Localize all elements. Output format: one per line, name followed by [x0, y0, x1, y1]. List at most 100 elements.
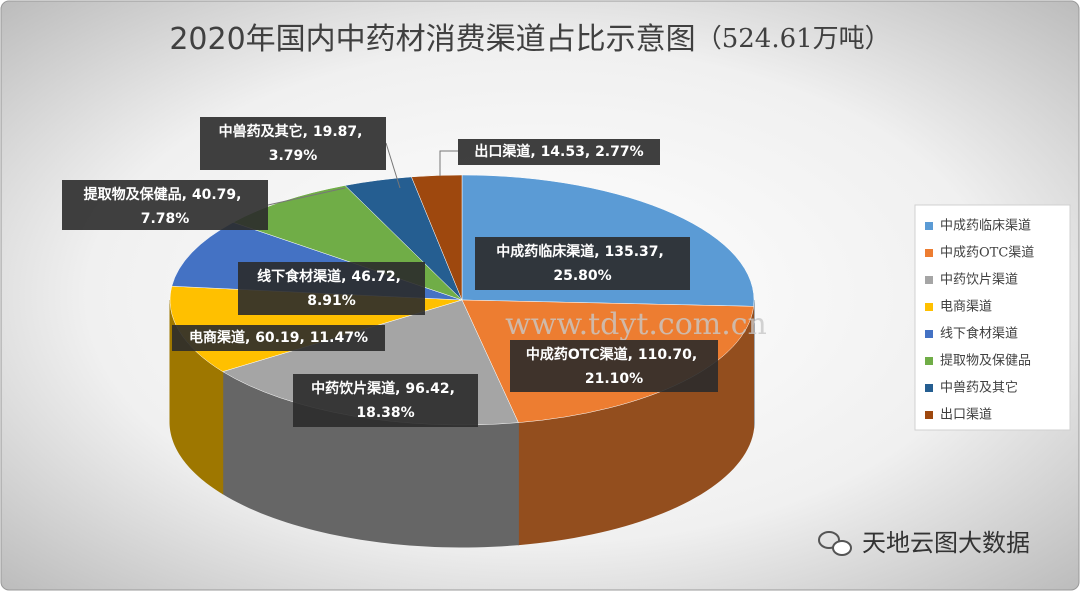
legend: 中成药临床渠道中成药OTC渠道中药饮片渠道电商渠道线下食材渠道提取物及保健品中兽…	[925, 219, 1034, 423]
label-value: 135.37	[604, 244, 658, 260]
legend-swatch	[925, 222, 933, 230]
label-separator: ,	[594, 244, 604, 260]
label-category: 提取物及保健品	[84, 186, 182, 203]
label-category: 中兽药及其它	[219, 123, 303, 140]
label-value: 46.72	[351, 269, 395, 285]
data-label: 中兽药及其它, 19.87, 3.79%	[219, 123, 368, 164]
legend-box	[914, 204, 1071, 431]
data-label-line: 3.79%	[269, 148, 318, 164]
label-separator: ,	[396, 269, 406, 285]
data-label: 中药饮片渠道, 96.42, 18.38%	[311, 380, 460, 421]
label-box	[172, 325, 385, 351]
leader-line	[385, 142, 401, 189]
data-label-line: 中成药OTC渠道, 110.70,	[526, 346, 702, 363]
chart-title-group: 2020年国内中药材消费渠道占比示意图（524.61万吨）	[169, 22, 890, 57]
label-separator: ,	[395, 381, 405, 397]
leader-line	[267, 187, 346, 206]
data-label-line: 提取物及保健品, 40.79,	[84, 186, 247, 203]
data-label-line: 7.78%	[141, 211, 190, 227]
data-label-line: 中成药临床渠道, 135.37,	[496, 243, 668, 260]
label-separator: ,	[659, 244, 669, 260]
label-separator: ,	[585, 144, 595, 160]
legend-swatch	[925, 411, 933, 419]
chart-title: 2020年国内中药材消费渠道占比示意图	[169, 22, 695, 57]
data-label: 电商渠道, 60.19, 11.47%	[189, 329, 368, 346]
label-separator: ,	[450, 381, 460, 397]
label-separator: ,	[236, 187, 246, 203]
label-percent: 8.91%	[307, 293, 356, 309]
legend-label: 提取物及保健品	[940, 353, 1031, 369]
label-category: 出口渠道	[474, 143, 530, 160]
data-label: 线下食材渠道, 46.72, 8.91%	[257, 268, 406, 309]
label-value: 19.87	[313, 124, 357, 140]
legend-label: 中药饮片渠道	[940, 273, 1018, 288]
label-separator: ,	[182, 187, 192, 203]
data-label-line: 电商渠道, 60.19, 11.47%	[189, 329, 368, 346]
chart-subtitle: （524.61万吨）	[696, 24, 891, 54]
label-percent: 3.79%	[269, 148, 318, 164]
data-label-line: 中兽药及其它, 19.87,	[219, 123, 368, 140]
data-labels: 中成药临床渠道, 135.37, 25.80% 中成药OTC渠道, 110.70,…	[62, 117, 718, 427]
legend-swatch	[925, 357, 933, 365]
label-separator: ,	[245, 330, 255, 346]
data-label-line: 18.38%	[356, 405, 414, 421]
label-value: 60.19	[255, 330, 299, 346]
legend-label: 中兽药及其它	[940, 380, 1018, 396]
label-category: 电商渠道	[189, 329, 245, 346]
label-separator: ,	[692, 347, 702, 363]
label-box	[458, 139, 660, 165]
data-label-line: 出口渠道, 14.53, 2.77%	[474, 143, 643, 160]
slice	[411, 174, 463, 301]
label-separator: ,	[530, 144, 540, 160]
source: 天地云图大数据	[862, 529, 1030, 557]
legend-swatch	[925, 303, 933, 311]
label-separator: ,	[303, 124, 313, 140]
label-box	[62, 180, 268, 230]
label-percent: 2.77%	[595, 144, 644, 160]
label-percent: 18.38%	[356, 405, 414, 421]
data-label: 中成药OTC渠道, 110.70, 21.10%	[526, 346, 702, 387]
legend-swatch	[925, 384, 933, 392]
label-box	[293, 374, 478, 427]
data-label: 提取物及保健品, 40.79, 7.78%	[84, 186, 247, 227]
label-value: 14.53	[541, 144, 585, 160]
label-percent: 21.10%	[585, 371, 643, 387]
data-label-line: 8.91%	[307, 293, 356, 309]
wechat-icon	[818, 531, 852, 556]
label-category: 中成药OTC渠道	[526, 346, 628, 363]
data-label-line: 中药饮片渠道, 96.42,	[311, 380, 460, 397]
data-label: 中成药临床渠道, 135.37, 25.80%	[496, 243, 668, 284]
legend-label: 中成药临床渠道	[940, 219, 1031, 234]
legend-swatch	[925, 330, 933, 338]
legend-label: 中成药OTC渠道	[940, 246, 1034, 261]
label-box	[475, 237, 690, 290]
legend-label: 电商渠道	[940, 300, 992, 315]
label-separator: ,	[341, 269, 351, 285]
label-value: 40.79	[192, 187, 236, 203]
data-label-line: 21.10%	[585, 371, 643, 387]
data-label: 出口渠道, 14.53, 2.77%	[474, 143, 643, 160]
label-percent: 11.47%	[310, 330, 368, 346]
label-percent: 25.80%	[553, 268, 611, 284]
legend-swatch	[925, 276, 933, 284]
label-value: 110.70	[638, 347, 692, 363]
legend-label: 线下食材渠道	[940, 326, 1018, 342]
data-label-line: 线下食材渠道, 46.72,	[257, 268, 406, 285]
leader-line	[439, 150, 458, 176]
legend-label: 出口渠道	[940, 408, 992, 423]
label-category: 中成药临床渠道	[496, 243, 594, 260]
label-category: 中药饮片渠道	[311, 380, 395, 397]
label-separator: ,	[357, 124, 367, 140]
data-label-line: 25.80%	[553, 268, 611, 284]
watermark: www.tdyt.com.cn	[505, 307, 767, 342]
label-box	[510, 340, 718, 392]
label-separator: ,	[299, 330, 309, 346]
label-value: 96.42	[405, 381, 449, 397]
label-separator: ,	[628, 347, 638, 363]
label-percent: 7.78%	[141, 211, 190, 227]
label-category: 线下食材渠道	[257, 268, 341, 285]
legend-swatch	[925, 249, 933, 257]
label-box	[200, 117, 386, 170]
label-box	[238, 262, 425, 315]
